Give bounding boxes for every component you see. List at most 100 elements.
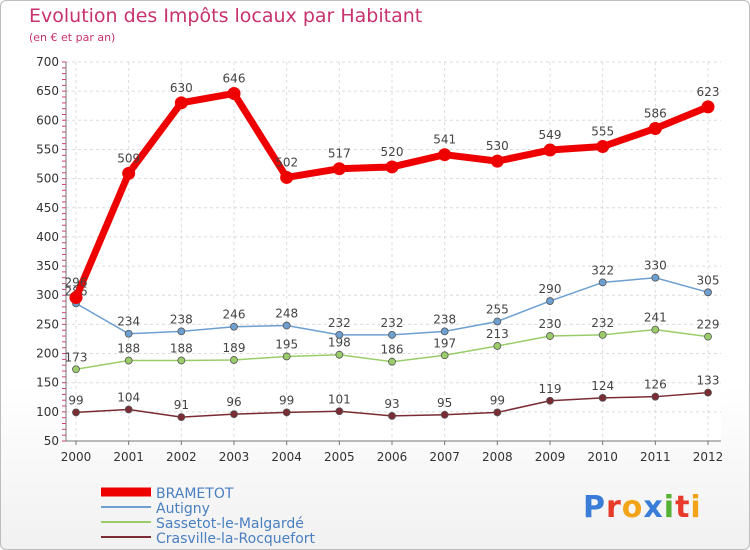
logo-letter: i xyxy=(663,490,676,525)
data-label: 238 xyxy=(170,312,193,326)
legend-label: Crasville-la-Rocquefort xyxy=(156,531,316,547)
chart-subtitle: (en € et par an) xyxy=(29,31,116,44)
data-label: 290 xyxy=(539,282,562,296)
plot-area xyxy=(66,62,721,441)
x-tick-label: 2003 xyxy=(219,450,250,464)
data-label: 197 xyxy=(433,336,456,350)
data-point xyxy=(124,405,133,414)
y-tick-label: 600 xyxy=(36,113,59,127)
logo-letter: r xyxy=(606,490,622,525)
data-point xyxy=(440,410,449,419)
data-label: 104 xyxy=(117,391,140,405)
data-label: 229 xyxy=(697,318,720,332)
legend-label: BRAMETOT xyxy=(156,486,234,502)
data-point xyxy=(598,393,607,402)
data-label: 133 xyxy=(697,374,720,388)
data-label: 96 xyxy=(226,395,241,409)
data-point xyxy=(598,278,607,287)
data-point xyxy=(493,342,502,350)
data-label: 188 xyxy=(170,342,193,356)
data-label: 238 xyxy=(433,312,456,326)
data-point xyxy=(546,332,554,340)
data-label: 91 xyxy=(174,398,189,412)
x-tick-label: 2008 xyxy=(482,450,513,464)
data-label: 296 xyxy=(65,276,88,290)
data-point xyxy=(701,100,715,114)
data-point xyxy=(122,166,136,180)
data-point xyxy=(72,365,80,374)
x-tick-label: 2005 xyxy=(324,450,355,464)
chart-title: Evolution des Impôts locaux par Habitant xyxy=(29,5,423,27)
x-tick-label: 2009 xyxy=(535,450,566,464)
data-label: 630 xyxy=(170,81,193,95)
x-tick-label: 2001 xyxy=(113,450,144,464)
data-point xyxy=(388,330,396,339)
data-point xyxy=(385,160,399,174)
data-point xyxy=(230,410,238,419)
data-point xyxy=(282,352,291,361)
y-tick-label: 350 xyxy=(36,259,59,273)
data-point xyxy=(174,96,188,110)
data-point xyxy=(546,297,554,305)
y-tick-label: 300 xyxy=(36,288,59,302)
data-point xyxy=(230,322,238,331)
y-tick-label: 650 xyxy=(36,84,59,98)
x-tick-label: 2002 xyxy=(166,450,197,464)
logo-letter: t xyxy=(675,490,691,525)
x-tick-label: 2011 xyxy=(640,450,671,464)
data-point xyxy=(543,143,557,157)
data-point xyxy=(704,288,712,297)
data-point xyxy=(335,330,344,339)
data-point xyxy=(388,357,396,366)
data-point xyxy=(388,412,396,420)
data-label: 119 xyxy=(539,382,562,396)
data-point xyxy=(651,392,660,401)
x-tick-label: 2010 xyxy=(587,450,618,464)
y-tick-label: 150 xyxy=(36,376,59,390)
data-point xyxy=(546,396,554,405)
data-label: 586 xyxy=(644,106,667,120)
data-point xyxy=(177,356,186,365)
logo-letter: x xyxy=(643,490,664,525)
legend-label: Autigny xyxy=(156,501,210,517)
data-label: 186 xyxy=(381,343,404,357)
x-tick-label: 2012 xyxy=(693,450,724,464)
logo-letter: i xyxy=(690,490,702,525)
logo-letter: P xyxy=(583,490,606,525)
data-label: 555 xyxy=(591,125,614,139)
data-point xyxy=(282,321,291,330)
data-point xyxy=(438,148,452,162)
data-label: 232 xyxy=(381,316,404,330)
data-point xyxy=(282,408,291,417)
data-point xyxy=(596,140,610,154)
y-tick-label: 100 xyxy=(36,405,59,419)
y-tick-label: 450 xyxy=(36,201,59,215)
data-label: 101 xyxy=(328,392,351,406)
y-tick-label: 550 xyxy=(36,142,59,156)
data-point xyxy=(227,86,241,100)
data-label: 99 xyxy=(490,393,505,407)
data-point xyxy=(704,388,712,397)
logo-letter: o xyxy=(621,490,644,525)
x-tick-label: 2000 xyxy=(61,450,92,464)
data-point xyxy=(490,154,504,168)
data-label: 646 xyxy=(223,71,246,85)
y-tick-label: 400 xyxy=(36,230,59,244)
data-label: 93 xyxy=(384,397,399,411)
data-label: 502 xyxy=(275,155,298,169)
data-point xyxy=(651,325,660,334)
data-point xyxy=(177,327,186,336)
data-label: 549 xyxy=(539,128,562,142)
data-label: 530 xyxy=(486,139,509,153)
data-label: 188 xyxy=(117,342,140,356)
data-point xyxy=(493,408,502,417)
x-tick-label: 2004 xyxy=(271,450,302,464)
data-point xyxy=(704,332,712,341)
y-tick-label: 250 xyxy=(36,317,59,331)
y-tick-label: 50 xyxy=(44,434,59,448)
data-label: 213 xyxy=(486,327,509,341)
data-label: 173 xyxy=(65,350,88,364)
data-label: 99 xyxy=(68,393,83,407)
